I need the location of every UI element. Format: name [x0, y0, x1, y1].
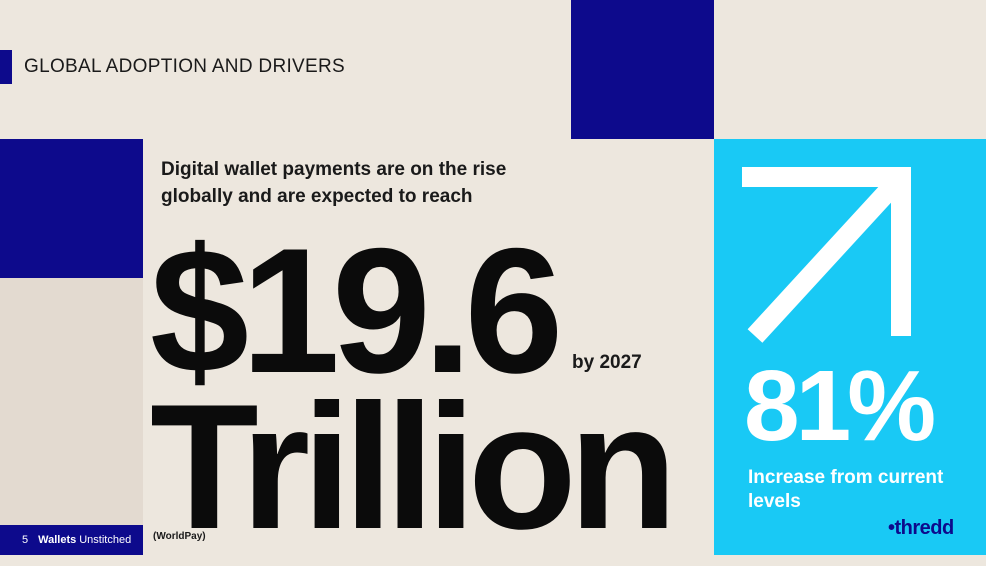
- diagonal-up-arrow-icon: [742, 167, 911, 343]
- intro-text: Digital wallet payments are on the rise …: [161, 159, 507, 207]
- decorative-beige-block-left: [0, 278, 143, 525]
- stat-caption: Increase from current levels: [748, 467, 944, 512]
- stat-panel: [714, 139, 986, 555]
- heading-accent-bar: [0, 50, 12, 84]
- stat-value: 81%: [744, 350, 936, 462]
- footer-bar: 5 Wallets Unstitched: [0, 525, 143, 555]
- brand-logo: •thredd: [888, 517, 954, 539]
- headline-unit: Trillion: [150, 367, 677, 566]
- headline-year: by 2027: [572, 352, 642, 373]
- section-heading: GLOBAL ADOPTION AND DRIVERS: [24, 56, 345, 77]
- decorative-navy-block-left: [0, 139, 143, 278]
- decorative-navy-block-top: [571, 0, 714, 139]
- page-number: 5: [22, 534, 29, 546]
- source-citation: (WorldPay): [153, 531, 206, 542]
- footer-title-regular: Unstitched: [79, 534, 132, 546]
- headline-amount: $19.6: [150, 211, 563, 410]
- footer-title-bold: Wallets: [38, 534, 77, 546]
